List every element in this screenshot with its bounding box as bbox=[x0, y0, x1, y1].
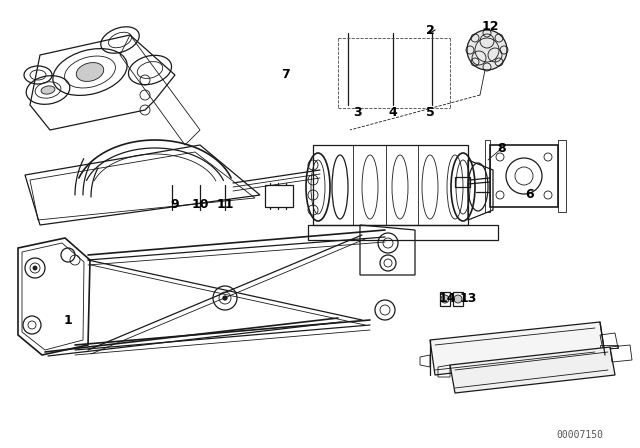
Text: 1: 1 bbox=[63, 314, 72, 327]
Text: 12: 12 bbox=[481, 21, 499, 34]
Circle shape bbox=[33, 266, 37, 270]
Text: 7: 7 bbox=[280, 69, 289, 82]
Circle shape bbox=[441, 295, 449, 303]
Ellipse shape bbox=[76, 63, 104, 82]
Ellipse shape bbox=[41, 86, 55, 94]
Circle shape bbox=[467, 30, 507, 70]
Text: 5: 5 bbox=[426, 105, 435, 119]
Text: 10: 10 bbox=[191, 198, 209, 211]
Circle shape bbox=[454, 295, 462, 303]
Text: 9: 9 bbox=[171, 198, 179, 211]
Text: 11: 11 bbox=[216, 198, 234, 211]
Polygon shape bbox=[450, 347, 615, 393]
Bar bbox=[455, 177, 470, 187]
Polygon shape bbox=[430, 322, 605, 375]
Bar bbox=[265, 185, 293, 207]
Text: 4: 4 bbox=[388, 105, 397, 119]
Bar bbox=[453, 292, 463, 306]
Text: 14: 14 bbox=[438, 292, 456, 305]
Text: 3: 3 bbox=[354, 105, 362, 119]
Text: 00007150: 00007150 bbox=[557, 430, 604, 440]
Text: 6: 6 bbox=[525, 189, 534, 202]
Bar bbox=[440, 292, 450, 306]
Text: 13: 13 bbox=[460, 292, 477, 305]
Text: 8: 8 bbox=[498, 142, 506, 155]
Text: 2: 2 bbox=[426, 23, 435, 36]
Circle shape bbox=[223, 296, 227, 300]
